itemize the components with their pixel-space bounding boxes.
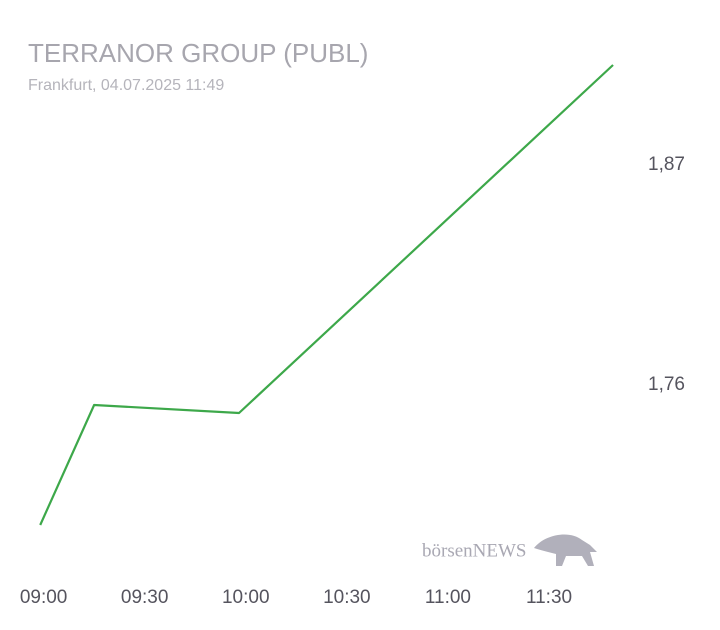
x-tick-label: 09:00 (20, 587, 68, 608)
x-tick-label: 10:30 (323, 587, 371, 608)
x-tick-label: 10:00 (222, 587, 270, 608)
watermark: börsenNEWS (422, 540, 526, 561)
chart-subtitle: Frankfurt, 04.07.2025 11:49 (28, 77, 224, 94)
bull-logo (534, 534, 597, 566)
y-tick-label: 1,76 (648, 374, 685, 395)
x-tick-label: 11:30 (526, 587, 572, 608)
y-tick-label: 1,87 (648, 154, 685, 175)
price-line (39, 64, 614, 526)
x-tick-label: 09:30 (121, 587, 169, 608)
x-tick-label: 11:00 (425, 587, 471, 608)
chart-title: TERRANOR GROUP (PUBL) (28, 38, 368, 68)
